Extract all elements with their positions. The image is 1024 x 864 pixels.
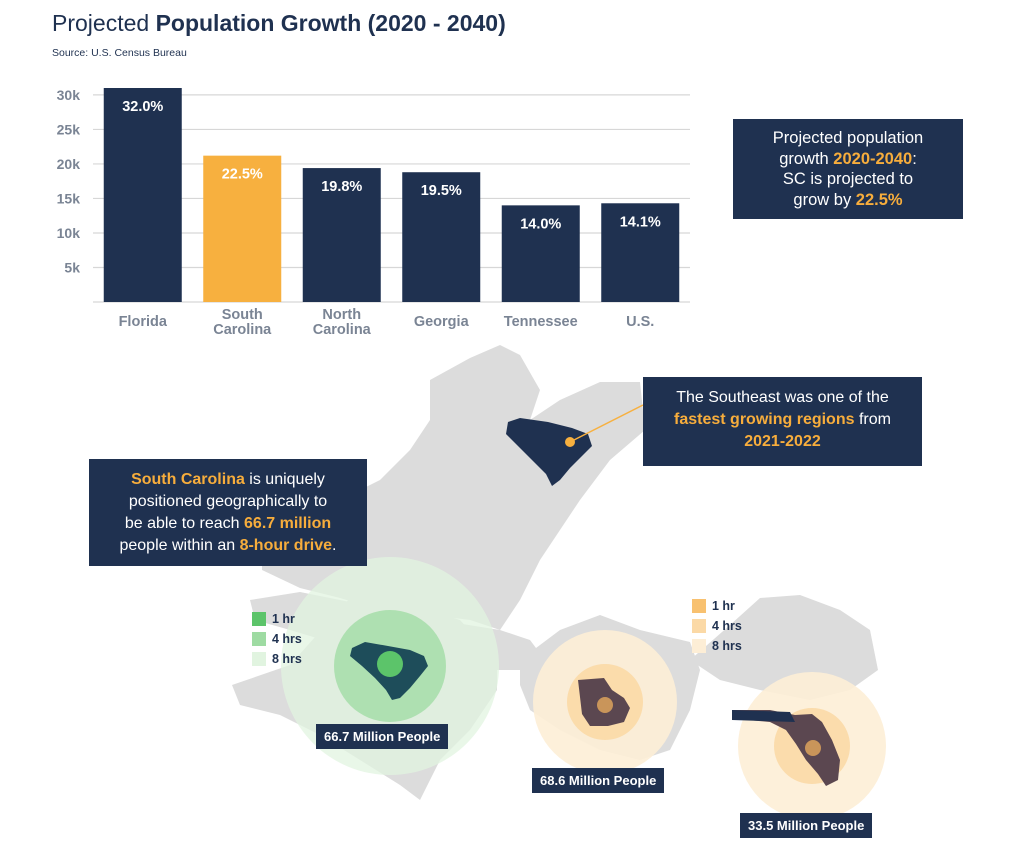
data-label: 19.5% <box>421 183 462 199</box>
growth-period: 2020-2040 <box>833 149 913 168</box>
green-legend-swatch <box>252 632 266 646</box>
southeast-line1: The Southeast was one of the <box>676 389 889 406</box>
y-tick-label: 30k <box>57 87 81 103</box>
southeast-from: from <box>854 411 891 428</box>
sc-reach-line4: people within an 8-hour drive. <box>89 535 367 557</box>
green-legend-item: 8 hrs <box>252 649 302 669</box>
bar-chart: 5k10k15k20k25k30k32.0%Florida22.5%SouthC… <box>57 87 690 338</box>
ga-population-label: 68.6 Million People <box>532 768 665 793</box>
x-tick-label: Carolina <box>213 322 272 338</box>
legend-green: 1 hr 4 hrs 8 hrs <box>252 609 302 669</box>
sc-reach-line2: positioned geographically to <box>128 493 328 510</box>
source-note: Source: U.S. Census Bureau <box>52 47 187 59</box>
sc-name: South Carolina <box>131 471 245 488</box>
fl-reach-map <box>690 595 886 820</box>
orange-legend-swatch <box>692 639 706 653</box>
sc-reach-text-2: people within an <box>119 537 240 554</box>
orange-legend-swatch <box>692 619 706 633</box>
x-tick-label: South <box>222 307 263 323</box>
y-tick-label: 20k <box>57 156 81 172</box>
sc-reach-text: be able to reach <box>124 515 245 532</box>
fl-population-label: 33.5 Million People <box>740 813 873 838</box>
orange-legend-item: 4 hrs <box>692 616 742 636</box>
sc-reach-drive: 8-hour drive <box>239 537 333 554</box>
sc-reach-line3: be able to reach 66.7 million <box>89 513 367 535</box>
sc-uniquely: is uniquely <box>244 471 325 488</box>
data-label: 22.5% <box>222 167 263 183</box>
sc-reach-line1: South Carolina is uniquely <box>89 469 367 491</box>
data-label: 14.0% <box>520 216 561 232</box>
orange-legend-label: 4 hrs <box>712 619 742 633</box>
green-legend-label: 1 hr <box>272 612 295 626</box>
orange-legend-label: 1 hr <box>712 599 735 613</box>
data-label: 14.1% <box>620 214 661 230</box>
y-tick-label: 25k <box>57 121 81 137</box>
bar <box>501 205 580 302</box>
legend-orange: 1 hr 4 hrs 8 hrs <box>692 596 742 656</box>
title-bold: Population Growth (2020 - 2040) <box>155 10 506 36</box>
green-legend-swatch <box>252 612 266 626</box>
green-legend-swatch <box>252 652 266 666</box>
orange-legend-swatch <box>692 599 706 613</box>
orange-legend-label: 8 hrs <box>712 639 742 653</box>
green-legend-item: 1 hr <box>252 609 302 629</box>
x-tick-label: Georgia <box>414 314 470 330</box>
sc-population-label: 66.7 Million People <box>316 724 449 749</box>
growth-callout-line2: growth 2020-2040: <box>733 149 963 170</box>
orange-legend-item: 1 hr <box>692 596 742 616</box>
x-tick-label: Florida <box>119 314 168 330</box>
southeast-period: 2021-2022 <box>744 433 821 450</box>
bar <box>302 168 381 302</box>
growth-callout-line1: Projected population <box>772 129 924 147</box>
southeast-line3: 2021-2022 <box>643 431 922 453</box>
growth-callout-line3: SC is projected to <box>782 170 914 188</box>
green-legend-item: 4 hrs <box>252 629 302 649</box>
data-label: 19.8% <box>321 179 362 195</box>
growth-colon: : <box>912 149 917 168</box>
sc-connector-line <box>569 404 644 443</box>
bar <box>203 155 282 302</box>
x-tick-label: Tennessee <box>504 314 578 330</box>
southeast-callout: The Southeast was one of the fastest gro… <box>643 377 922 466</box>
sc-reach-million: 66.7 million <box>244 515 332 532</box>
growth-value: 22.5% <box>855 190 903 209</box>
y-tick-label: 15k <box>57 190 81 206</box>
southeast-line2: fastest growing regions from <box>643 409 922 431</box>
sc-silhouette-top <box>506 418 592 486</box>
sc-reach-period: . <box>332 537 337 554</box>
growth-callout-line4: grow by 22.5% <box>733 190 963 211</box>
orange-legend-item: 8 hrs <box>692 636 742 656</box>
title-light: Projected <box>52 10 150 36</box>
x-tick-label: North <box>322 307 361 323</box>
green-legend-label: 8 hrs <box>272 652 302 666</box>
southeast-highlight: fastest growing regions <box>674 411 855 428</box>
x-tick-label: Carolina <box>313 322 372 338</box>
data-label: 32.0% <box>122 99 163 115</box>
green-legend-label: 4 hrs <box>272 632 302 646</box>
chart-title: Projected Population Growth (2020 - 2040… <box>52 10 506 37</box>
growth-text-2: grow by <box>793 190 856 209</box>
bar <box>601 203 680 302</box>
growth-callout: Projected population growth 2020-2040: S… <box>733 119 963 219</box>
growth-text: growth <box>779 149 834 168</box>
sc-reach-map <box>232 557 499 800</box>
ga-reach-map <box>520 615 700 774</box>
x-tick-label: U.S. <box>626 314 654 330</box>
bar <box>402 172 481 302</box>
y-tick-label: 10k <box>57 225 81 241</box>
bar <box>103 88 182 302</box>
y-tick-label: 5k <box>64 259 80 275</box>
sc-reach-callout: South Carolina is uniquely positioned ge… <box>89 459 367 566</box>
